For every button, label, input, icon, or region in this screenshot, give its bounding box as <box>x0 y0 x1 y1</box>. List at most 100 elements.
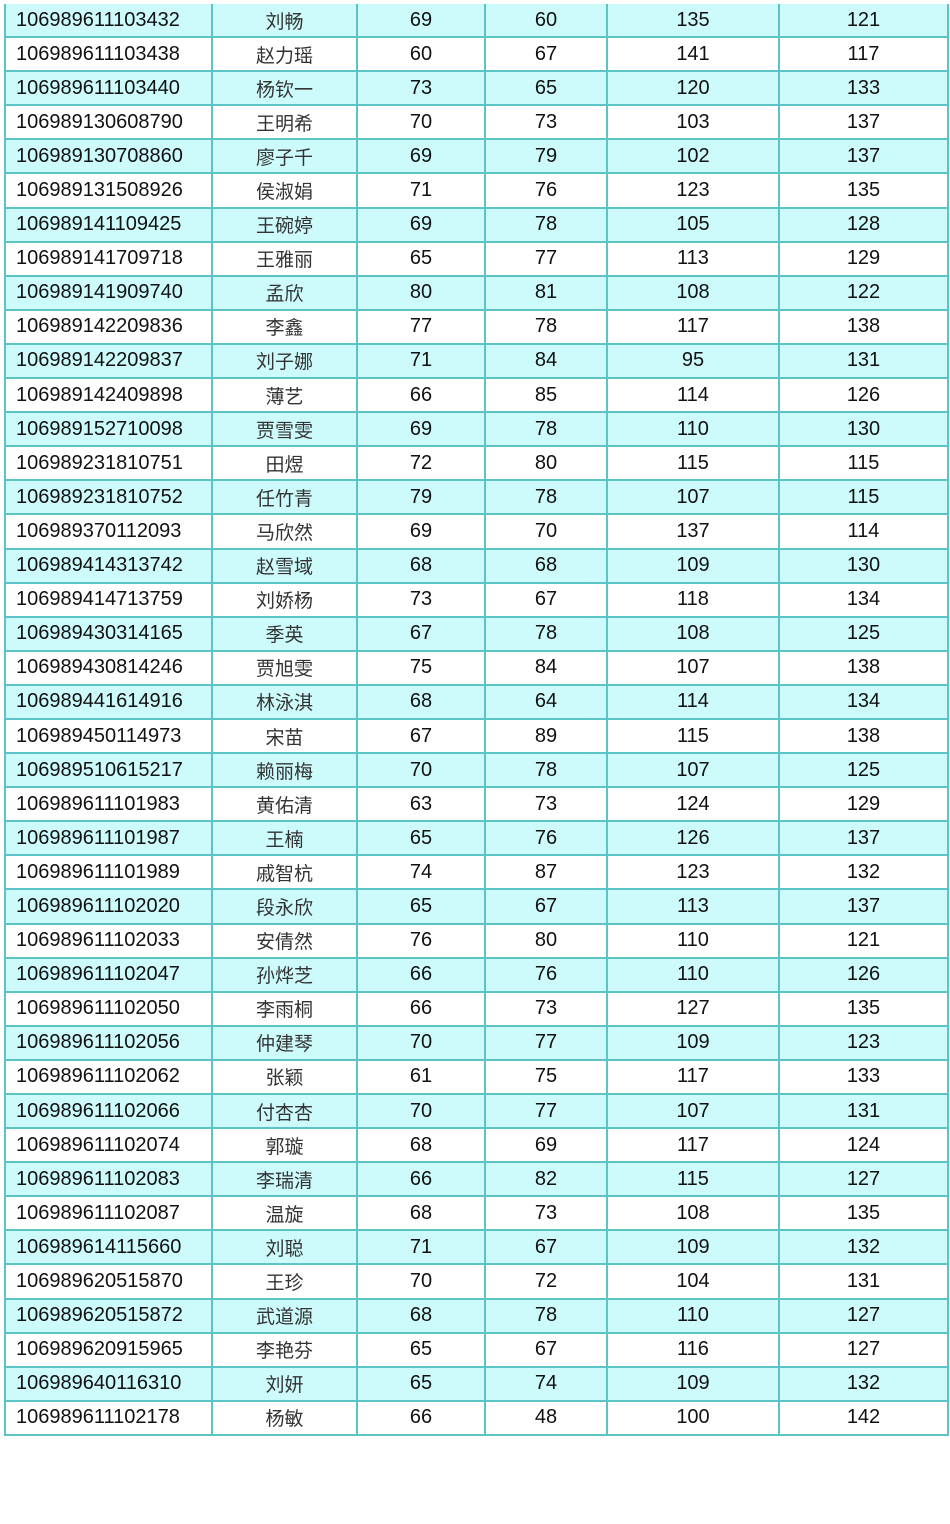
candidate-name-cell: 刘聪 <box>211 1229 358 1266</box>
score-4-cell: 127 <box>778 1297 949 1334</box>
table-row: 106989231810752 任竹青 79 78 107 115 <box>4 479 949 516</box>
score-3-cell: 113 <box>606 240 780 277</box>
score-4-cell: 122 <box>778 274 949 311</box>
score-3-cell: 109 <box>606 1024 780 1061</box>
candidate-id-cell: 106989142209836 <box>4 308 213 345</box>
table-row: 106989152710098 贾雪雯 69 78 110 130 <box>4 411 949 448</box>
score-1-cell: 70 <box>356 752 486 789</box>
score-3-cell: 107 <box>606 1092 780 1130</box>
candidate-id-cell: 106989611103432 <box>4 4 213 39</box>
score-3-cell: 120 <box>606 70 780 107</box>
score-1-cell: 69 <box>356 513 486 550</box>
candidate-id-cell: 106989152710098 <box>4 411 213 448</box>
score-2-cell: 80 <box>484 445 608 482</box>
score-1-cell: 77 <box>356 308 486 345</box>
score-4-cell: 126 <box>778 956 949 993</box>
score-4-cell: 126 <box>778 377 949 414</box>
score-4-cell: 127 <box>778 1161 949 1198</box>
candidate-name-cell: 林泳淇 <box>211 683 358 720</box>
score-3-cell: 100 <box>606 1399 780 1436</box>
score-2-cell: 84 <box>484 649 608 686</box>
score-1-cell: 65 <box>356 1331 486 1368</box>
score-table-body: 106989611103432 刘畅 69 60 135 121 1069896111034… <box>4 4 949 1436</box>
table-row: 106989611102050 李雨桐 66 73 127 135 <box>4 990 949 1027</box>
candidate-name-cell: 赵力瑶 <box>211 36 358 73</box>
score-3-cell: 107 <box>606 479 780 516</box>
score-2-cell: 87 <box>484 854 608 891</box>
table-row: 106989611102033 安倩然 76 80 110 121 <box>4 922 949 959</box>
score-2-cell: 67 <box>484 1229 608 1266</box>
score-3-cell: 113 <box>606 888 780 925</box>
candidate-name-cell: 李雨桐 <box>211 990 358 1027</box>
table-row: 106989441614916 林泳淇 68 64 114 134 <box>4 683 949 720</box>
score-3-cell: 115 <box>606 717 780 755</box>
score-1-cell: 65 <box>356 888 486 925</box>
score-1-cell: 68 <box>356 1195 486 1232</box>
table-row: 106989611102178 杨敏 66 48 100 142 <box>4 1399 949 1436</box>
candidate-name-cell: 仲建琴 <box>211 1024 358 1061</box>
score-2-cell: 73 <box>484 786 608 823</box>
score-1-cell: 66 <box>356 1399 486 1436</box>
table-row: 106989620515870 王珍 70 72 104 131 <box>4 1263 949 1300</box>
score-1-cell: 73 <box>356 581 486 618</box>
score-3-cell: 127 <box>606 990 780 1027</box>
table-row: 106989130608790 王明希 70 73 103 137 <box>4 104 949 141</box>
table-row: 106989620515872 武道源 68 78 110 127 <box>4 1297 949 1334</box>
score-1-cell: 79 <box>356 479 486 516</box>
score-4-cell: 131 <box>778 1263 949 1300</box>
score-2-cell: 81 <box>484 274 608 311</box>
table-row: 106989611102056 仲建琴 70 77 109 123 <box>4 1024 949 1061</box>
table-row: 106989611101989 戚智杭 74 87 123 132 <box>4 854 949 891</box>
table-row: 106989142409898 薄艺 66 85 114 126 <box>4 377 949 414</box>
score-2-cell: 80 <box>484 922 608 959</box>
score-4-cell: 137 <box>778 104 949 141</box>
candidate-name-cell: 王珍 <box>211 1263 358 1300</box>
score-1-cell: 72 <box>356 445 486 482</box>
score-1-cell: 63 <box>356 786 486 823</box>
score-3-cell: 117 <box>606 1058 780 1096</box>
candidate-id-cell: 106989450114973 <box>4 717 213 755</box>
score-1-cell: 65 <box>356 820 486 857</box>
candidate-id-cell: 106989614115660 <box>4 1229 213 1266</box>
score-3-cell: 108 <box>606 274 780 311</box>
table-row: 106989131508926 侯淑娟 71 76 123 135 <box>4 172 949 209</box>
score-3-cell: 115 <box>606 445 780 482</box>
candidate-name-cell: 李瑞清 <box>211 1161 358 1198</box>
score-2-cell: 69 <box>484 1127 608 1164</box>
candidate-id-cell: 106989231810751 <box>4 445 213 482</box>
score-4-cell: 129 <box>778 240 949 277</box>
table-row: 106989611102062 张颖 61 75 117 133 <box>4 1058 949 1096</box>
candidate-id-cell: 106989611103438 <box>4 36 213 73</box>
score-2-cell: 67 <box>484 581 608 618</box>
score-4-cell: 134 <box>778 581 949 618</box>
candidate-id-cell: 106989141109425 <box>4 206 213 243</box>
score-4-cell: 124 <box>778 1127 949 1164</box>
score-4-cell: 137 <box>778 138 949 175</box>
score-3-cell: 118 <box>606 581 780 618</box>
candidate-name-cell: 孟欣 <box>211 274 358 311</box>
score-1-cell: 67 <box>356 615 486 652</box>
score-4-cell: 130 <box>778 547 949 584</box>
score-3-cell: 95 <box>606 342 780 380</box>
score-4-cell: 125 <box>778 752 949 789</box>
score-2-cell: 73 <box>484 104 608 141</box>
score-2-cell: 76 <box>484 820 608 857</box>
candidate-name-cell: 贾旭雯 <box>211 649 358 686</box>
candidate-name-cell: 季英 <box>211 615 358 652</box>
score-3-cell: 110 <box>606 1297 780 1334</box>
score-2-cell: 77 <box>484 240 608 277</box>
candidate-name-cell: 付杏杏 <box>211 1092 358 1130</box>
score-4-cell: 127 <box>778 1331 949 1368</box>
candidate-name-cell: 戚智杭 <box>211 854 358 891</box>
score-3-cell: 109 <box>606 547 780 584</box>
score-2-cell: 76 <box>484 956 608 993</box>
score-3-cell: 114 <box>606 683 780 720</box>
candidate-name-cell: 李鑫 <box>211 308 358 345</box>
score-2-cell: 78 <box>484 1297 608 1334</box>
candidate-id-cell: 106989611102178 <box>4 1399 213 1436</box>
candidate-id-cell: 106989640116310 <box>4 1365 213 1402</box>
candidate-id-cell: 106989611101987 <box>4 820 213 857</box>
candidate-id-cell: 106989611101983 <box>4 786 213 823</box>
score-2-cell: 67 <box>484 36 608 73</box>
score-3-cell: 102 <box>606 138 780 175</box>
